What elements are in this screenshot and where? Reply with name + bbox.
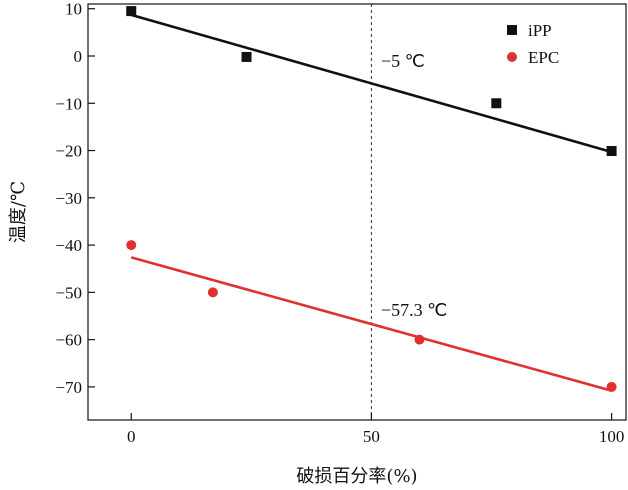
data-points (126, 6, 617, 392)
point-epc (414, 334, 425, 345)
point-ipp (241, 51, 252, 62)
y-tick-label: −10 (55, 94, 82, 113)
x-tick-label: 0 (127, 427, 136, 446)
y-axis-title: 温度/℃ (8, 181, 29, 243)
point-epc (606, 381, 617, 392)
y-tick-label: −30 (55, 189, 82, 208)
x-axis-title: 破损百分率(%) (296, 466, 417, 487)
legend-marker-ipp (507, 25, 517, 35)
fit-line-ipp (130, 13, 612, 154)
legend-marker-epc (507, 52, 517, 62)
plot-border (87, 3, 627, 421)
legend-label-ipp: iPP (528, 21, 552, 40)
annotation-label: −57.3 ℃ (381, 300, 447, 320)
y-tick-label: −50 (55, 283, 82, 302)
x-tick-label: 100 (599, 427, 625, 446)
x-tick-label: 50 (363, 427, 380, 446)
fit-lines (130, 13, 612, 392)
y-tick-label: −60 (55, 331, 82, 350)
annotations: −5 ℃ −57.3 ℃ (381, 51, 447, 320)
point-epc (207, 287, 218, 298)
point-epc (126, 240, 137, 251)
point-ipp (606, 146, 617, 157)
point-ipp (126, 6, 137, 17)
y-tick-label: −40 (55, 236, 82, 255)
legend-label-epc: EPC (528, 48, 559, 67)
y-tick-label: −70 (55, 378, 82, 397)
y-tick-label: −20 (55, 142, 82, 161)
y-tick-label: 10 (65, 0, 82, 19)
annotation-label: −5 ℃ (381, 51, 425, 71)
y-tick-label: 0 (74, 47, 83, 66)
point-ipp (491, 98, 502, 109)
fit-line-epc (130, 256, 612, 392)
legend: iPP EPC (507, 21, 559, 67)
plot-frame (87, 3, 627, 421)
